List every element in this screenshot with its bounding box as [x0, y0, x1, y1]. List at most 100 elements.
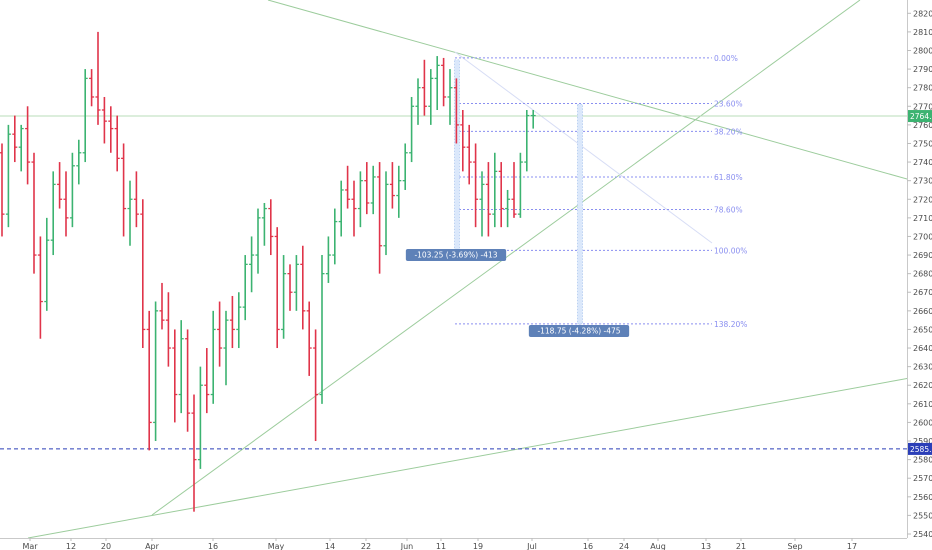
- support-price-badge-bg: [908, 442, 932, 455]
- ohlc-bar[interactable]: [25, 106, 31, 185]
- ohlc-bar[interactable]: [332, 208, 338, 265]
- ohlc-bar[interactable]: [242, 255, 248, 321]
- ohlc-bar[interactable]: [127, 180, 133, 246]
- ohlc-bar[interactable]: [191, 394, 197, 512]
- ohlc-bar[interactable]: [229, 295, 235, 349]
- ohlc-bar[interactable]: [447, 69, 453, 125]
- ohlc-bar[interactable]: [140, 199, 146, 349]
- ohlc-bar[interactable]: [306, 301, 312, 376]
- ohlc-bar[interactable]: [281, 255, 287, 339]
- ohlc-bar[interactable]: [172, 329, 178, 423]
- ohlc-bar[interactable]: [236, 292, 242, 349]
- ohlc-bar[interactable]: [453, 78, 459, 144]
- ohlc-bar[interactable]: [396, 165, 402, 218]
- ohlc-bar[interactable]: [530, 110, 536, 129]
- ohlc-bar[interactable]: [249, 236, 255, 293]
- ohlc-bar[interactable]: [466, 124, 472, 185]
- ohlc-bar[interactable]: [377, 162, 383, 274]
- price-tick-label: 2560.00: [913, 493, 932, 502]
- ohlc-bar[interactable]: [95, 31, 101, 125]
- ohlc-bar[interactable]: [255, 208, 261, 274]
- ohlc-bar[interactable]: [498, 162, 504, 228]
- ohlc-bar[interactable]: [338, 180, 344, 237]
- time-tick-label: Jun: [400, 542, 414, 550]
- ohlc-bar[interactable]: [261, 202, 267, 246]
- ohlc-bar[interactable]: [485, 162, 491, 237]
- measurement-label-1[interactable]: -103.25 (-3.69%) -413: [405, 249, 507, 261]
- ohlc-bar[interactable]: [511, 162, 517, 218]
- support-price-badge: 2585.75: [908, 442, 932, 455]
- ohlc-bar[interactable]: [460, 110, 466, 172]
- ohlc-bar[interactable]: [415, 78, 421, 125]
- ohlc-bar[interactable]: [421, 59, 427, 116]
- ohlc-bar[interactable]: [159, 282, 165, 330]
- ohlc-bar[interactable]: [473, 143, 479, 228]
- ohlc-bar[interactable]: [12, 115, 18, 163]
- ohlc-bar[interactable]: [89, 69, 95, 107]
- ohlc-bar[interactable]: [325, 236, 331, 283]
- ohlc-bar[interactable]: [402, 143, 408, 190]
- ohlc-bar[interactable]: [300, 245, 306, 330]
- ohlc-bar[interactable]: [82, 69, 88, 163]
- ohlc-bar[interactable]: [492, 152, 498, 228]
- ohlc-bar[interactable]: [50, 171, 56, 256]
- ohlc-bar[interactable]: [479, 171, 485, 237]
- ohlc-bar[interactable]: [114, 115, 120, 172]
- ohlc-bar[interactable]: [63, 171, 69, 237]
- lower-trendline[interactable]: [27, 374, 932, 538]
- ohlc-bar[interactable]: [146, 310, 152, 451]
- descending-trendline[interactable]: [267, 0, 932, 186]
- ohlc-bar[interactable]: [268, 199, 274, 256]
- ohlc-bar[interactable]: [18, 124, 24, 172]
- ohlc-bar[interactable]: [133, 171, 139, 228]
- ohlc-bar[interactable]: [197, 366, 203, 469]
- measure-band-1[interactable]: [454, 59, 460, 250]
- time-tick-label: 16: [208, 542, 218, 550]
- measure-band-2[interactable]: [577, 104, 583, 325]
- ohlc-bar[interactable]: [210, 310, 216, 404]
- price-axis[interactable]: 2820.00 2810.00 2800.00 2790.00 2780.00 2770.…: [907, 9, 932, 539]
- ohlc-bar[interactable]: [185, 329, 191, 432]
- ohlc-bar[interactable]: [505, 189, 511, 228]
- ohlc-bar[interactable]: [5, 124, 11, 228]
- ohlc-bar[interactable]: [351, 180, 357, 237]
- ohlc-bar[interactable]: [69, 152, 75, 228]
- ohlc-bar[interactable]: [217, 301, 223, 367]
- ohlc-bar[interactable]: [204, 348, 210, 414]
- ohlc-bar[interactable]: [313, 329, 319, 442]
- ohlc-bar[interactable]: [223, 310, 229, 386]
- ohlc-bar[interactable]: [287, 264, 293, 311]
- ohlc-bar[interactable]: [293, 255, 299, 311]
- ohlc-bar[interactable]: [441, 57, 447, 107]
- ohlc-bar[interactable]: [44, 217, 50, 311]
- ohlc-bar[interactable]: [0, 143, 5, 237]
- ohlc-bar[interactable]: [364, 162, 370, 215]
- ohlc-bar[interactable]: [274, 227, 280, 349]
- ohlc-bar[interactable]: [178, 320, 184, 414]
- ohlc-bar[interactable]: [517, 152, 523, 218]
- fibonacci-trendline[interactable]: [454, 51, 713, 244]
- ohlc-bar[interactable]: [357, 171, 363, 228]
- ohlc-bar[interactable]: [409, 96, 415, 163]
- ohlc-bar[interactable]: [108, 106, 114, 153]
- ohlc-bar[interactable]: [31, 152, 37, 274]
- ohlc-bar[interactable]: [101, 96, 107, 144]
- ohlc-bar[interactable]: [524, 110, 530, 172]
- ohlc-bar[interactable]: [434, 56, 440, 110]
- ohlc-bar[interactable]: [383, 171, 389, 256]
- ohlc-bar[interactable]: [319, 255, 325, 404]
- ohlc-bar[interactable]: [57, 162, 63, 209]
- time-axis[interactable]: Mar 12 20 Apr 16 May 14 22 Jun 11 19 Jul 16 24 Aug 13 21…: [22, 538, 857, 550]
- ohlc-bar[interactable]: [76, 139, 82, 185]
- fib-level-label: 138.20%: [714, 320, 747, 329]
- ohlc-bar[interactable]: [165, 292, 171, 367]
- ohlc-bar[interactable]: [121, 143, 127, 237]
- ohlc-bar[interactable]: [428, 69, 434, 125]
- measurement-label-2[interactable]: -118.75 (-4.28%) -475: [528, 325, 630, 337]
- ohlc-bar[interactable]: [37, 236, 43, 339]
- ohlc-bar[interactable]: [389, 162, 395, 209]
- ohlc-bar[interactable]: [345, 165, 351, 209]
- ohlc-bar[interactable]: [153, 301, 159, 442]
- ohlc-bar[interactable]: [370, 165, 376, 215]
